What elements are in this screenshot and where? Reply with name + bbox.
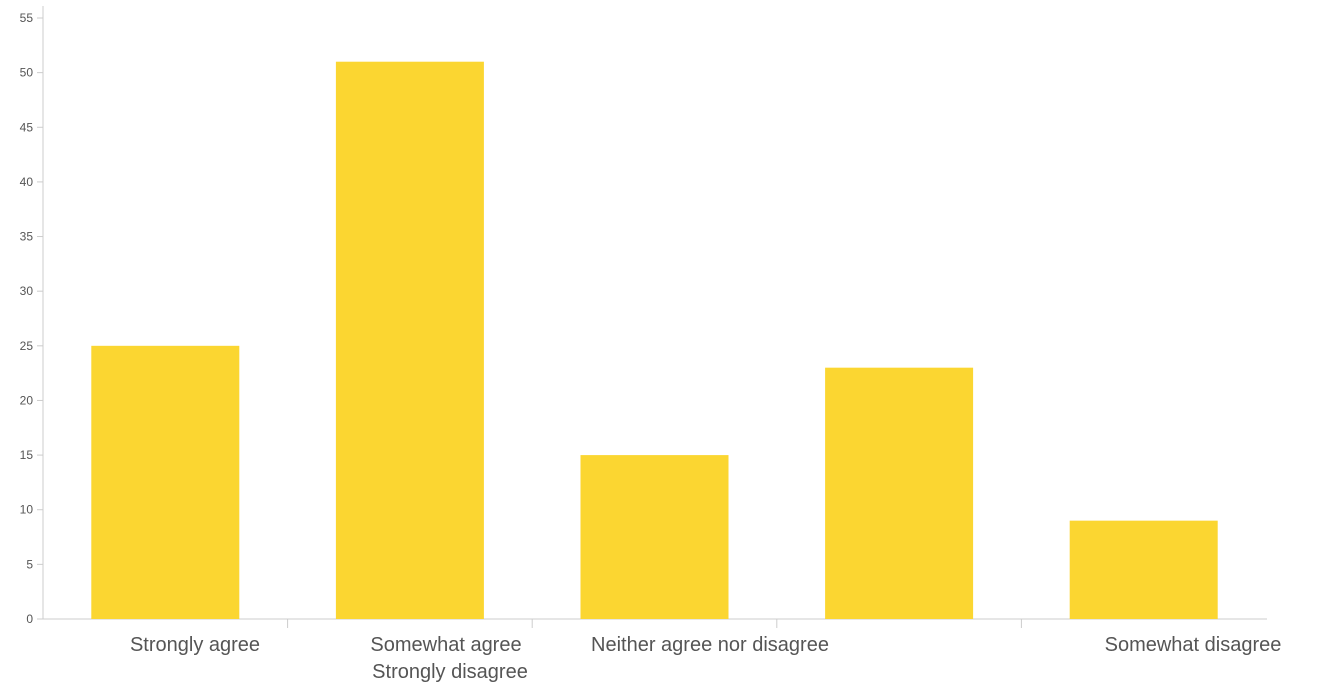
y-tick-label: 25	[20, 339, 34, 353]
y-tick-label: 15	[20, 448, 34, 462]
bars	[91, 61, 1218, 619]
y-tick-label: 20	[20, 393, 34, 407]
y-tick-label: 5	[26, 557, 33, 571]
bar-3[interactable]	[825, 367, 974, 619]
x-tick-label: Strongly agree	[130, 634, 260, 656]
y-tick-label: 40	[20, 175, 34, 189]
bar-2[interactable]	[580, 455, 729, 619]
x-axis: Strongly agree Somewhat agree Neither agre…	[43, 618, 1282, 683]
x-tick-label: Strongly disagree	[372, 661, 528, 683]
y-axis: 0 5 10 15 20 25 30 35 40 45 50 55	[20, 6, 44, 626]
x-tick-label: Somewhat agree	[370, 634, 521, 656]
y-tick-label: 35	[20, 230, 34, 244]
y-tick-label: 50	[20, 66, 34, 80]
y-tick-label: 10	[20, 503, 34, 517]
x-tick-label: Somewhat disagree	[1105, 634, 1282, 656]
y-tick-label: 30	[20, 284, 34, 298]
y-tick-label: 55	[20, 11, 34, 25]
x-tick-label: Neither agree nor disagree	[591, 634, 829, 656]
bar-4[interactable]	[1069, 520, 1218, 619]
y-tick-label: 45	[20, 120, 34, 134]
bar-0[interactable]	[91, 345, 240, 619]
y-tick-label: 0	[26, 612, 33, 626]
bar-1[interactable]	[335, 61, 484, 619]
